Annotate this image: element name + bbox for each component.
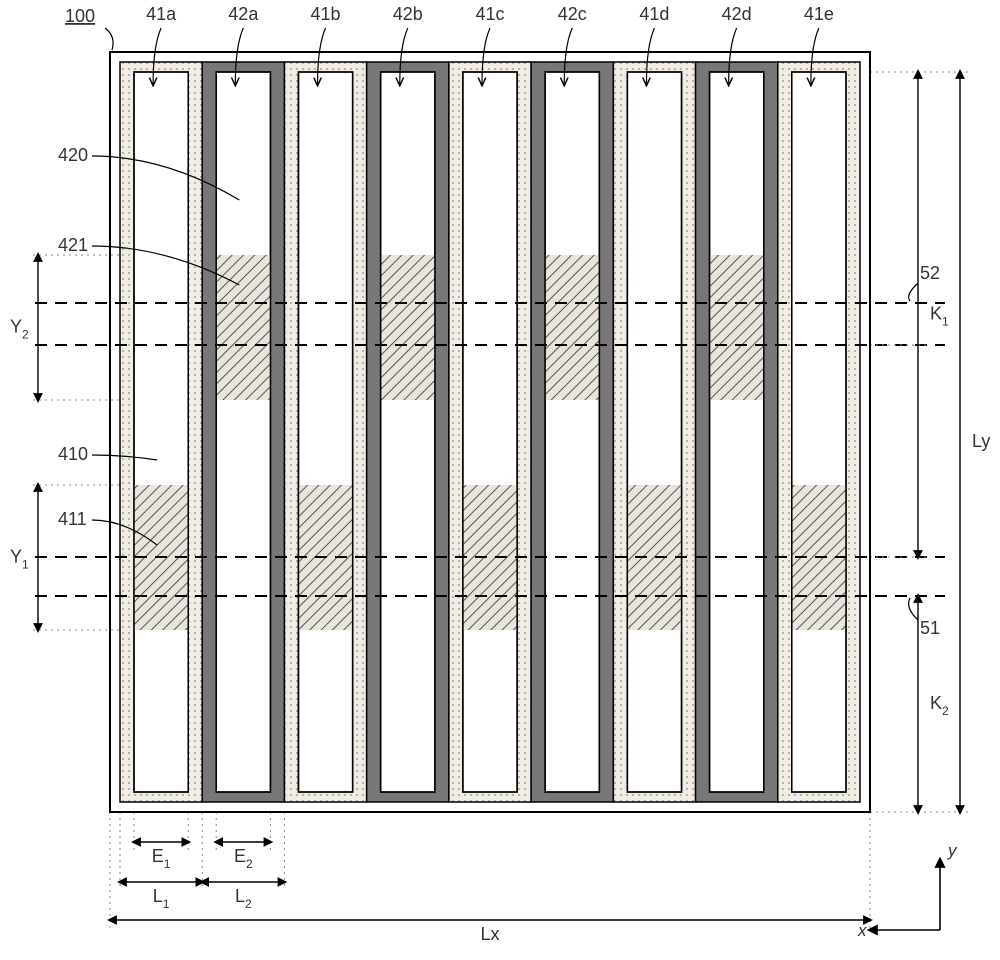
dim-label: Ly xyxy=(972,431,990,451)
top-label: 41e xyxy=(804,4,834,24)
inner-strip xyxy=(710,72,764,792)
inner-strip xyxy=(134,72,188,792)
hatched-region xyxy=(216,255,270,400)
top-label: 42a xyxy=(228,4,259,24)
figure-ref: 100 xyxy=(65,6,95,26)
leader-51 xyxy=(909,598,918,620)
inner-strip xyxy=(298,72,352,792)
top-label: 41a xyxy=(146,4,177,24)
dim-label: E2 xyxy=(234,846,253,871)
inner-strip xyxy=(792,72,846,792)
top-label: 41b xyxy=(311,4,341,24)
dim-label: K2 xyxy=(930,693,949,718)
top-label: 42b xyxy=(393,4,423,24)
inner-strip xyxy=(381,72,435,792)
label-411: 411 xyxy=(58,509,87,529)
inner-strip xyxy=(463,72,517,792)
hatched-region xyxy=(545,255,599,400)
top-label: 42c xyxy=(558,4,587,24)
top-label: 41c xyxy=(475,4,504,24)
dim-label: L1 xyxy=(153,886,170,911)
label-52: 52 xyxy=(920,263,940,283)
top-label: 41d xyxy=(639,4,669,24)
label-421: 421 xyxy=(58,235,88,255)
inner-strip xyxy=(627,72,681,792)
inner-strip xyxy=(545,72,599,792)
dim-label: K1 xyxy=(930,304,949,329)
dim-label: Y2 xyxy=(10,317,29,342)
dim-label: Lx xyxy=(480,924,499,944)
leader-52 xyxy=(909,283,918,301)
label-51: 51 xyxy=(920,618,940,638)
axis-x-label: x xyxy=(857,921,867,940)
dim-label: E1 xyxy=(152,846,171,871)
dim-label: Y1 xyxy=(10,547,29,572)
dim-label: L2 xyxy=(235,886,252,911)
hatched-region xyxy=(710,255,764,400)
top-label: 42d xyxy=(722,4,752,24)
label-420: 420 xyxy=(58,145,88,165)
ref-leader xyxy=(105,28,113,50)
axis-y-label: y xyxy=(947,841,958,860)
label-410: 410 xyxy=(58,444,88,464)
technical-diagram: 100 41a 42a 41b 42b 41c 42c 41d 42d 41e 420 421 410 4… xyxy=(0,0,1000,960)
hatched-region xyxy=(381,255,435,400)
inner-strip xyxy=(216,72,270,792)
hatched-region xyxy=(463,485,517,630)
content: 100 41a 42a 41b 42b 41c 42c 41d 42d 41e 420 421 410 4… xyxy=(10,4,990,944)
